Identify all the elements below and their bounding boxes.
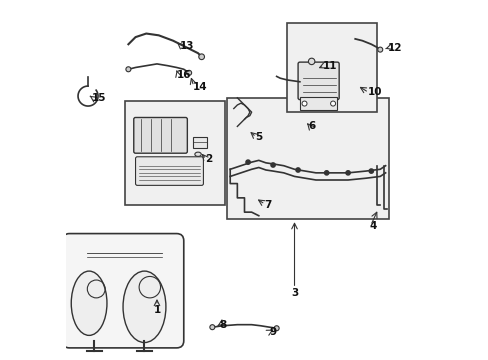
FancyBboxPatch shape bbox=[62, 234, 183, 348]
Bar bbox=[192, 137, 206, 148]
FancyBboxPatch shape bbox=[134, 117, 187, 153]
Text: 11: 11 bbox=[323, 61, 337, 71]
Bar bbox=[124, 102, 224, 205]
Circle shape bbox=[209, 325, 214, 330]
Circle shape bbox=[198, 54, 204, 60]
Text: 2: 2 bbox=[205, 154, 212, 163]
Ellipse shape bbox=[71, 271, 107, 336]
Circle shape bbox=[324, 171, 328, 175]
Circle shape bbox=[377, 47, 382, 52]
Text: 8: 8 bbox=[219, 320, 226, 330]
Text: 14: 14 bbox=[192, 82, 207, 92]
Circle shape bbox=[245, 160, 250, 164]
Text: 3: 3 bbox=[290, 288, 298, 297]
Circle shape bbox=[274, 326, 279, 331]
Circle shape bbox=[368, 169, 373, 173]
Circle shape bbox=[330, 101, 335, 106]
Circle shape bbox=[302, 101, 306, 106]
Circle shape bbox=[295, 168, 300, 172]
Circle shape bbox=[125, 67, 131, 72]
Circle shape bbox=[186, 70, 191, 75]
Text: 13: 13 bbox=[180, 41, 194, 51]
Circle shape bbox=[308, 58, 314, 64]
FancyBboxPatch shape bbox=[135, 157, 203, 185]
Text: 1: 1 bbox=[153, 305, 160, 315]
Bar bbox=[299, 97, 337, 111]
Bar bbox=[226, 98, 388, 219]
Text: 6: 6 bbox=[308, 121, 315, 131]
Ellipse shape bbox=[123, 271, 165, 342]
Circle shape bbox=[270, 163, 275, 167]
Bar bbox=[287, 23, 376, 112]
Text: 16: 16 bbox=[176, 69, 191, 80]
Text: 5: 5 bbox=[255, 132, 262, 142]
Text: 10: 10 bbox=[367, 87, 382, 98]
Text: 4: 4 bbox=[369, 221, 376, 231]
Text: 9: 9 bbox=[269, 327, 276, 337]
Circle shape bbox=[345, 171, 349, 175]
Ellipse shape bbox=[194, 152, 201, 157]
Text: 7: 7 bbox=[264, 200, 271, 210]
FancyBboxPatch shape bbox=[298, 62, 339, 100]
Text: 12: 12 bbox=[386, 43, 401, 53]
Text: 15: 15 bbox=[91, 93, 106, 103]
